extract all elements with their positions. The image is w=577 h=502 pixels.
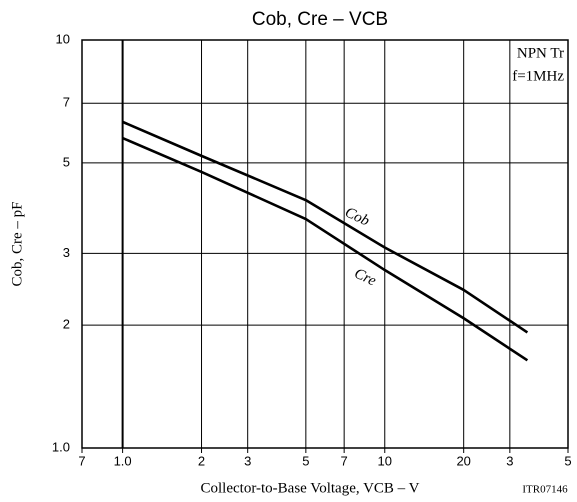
x-tick-label: 5 [302,453,309,468]
y-tick-label: 2 [63,317,70,332]
chart-title: Cob, Cre – VCB [252,9,388,30]
x-tick-label: 2 [198,453,205,468]
x-tick-label: 10 [378,453,392,468]
y-axis-label: Cob, Cre – pF [9,201,25,286]
line-series [122,120,529,334]
y-tick-label: 1.0 [52,439,70,454]
x-tick-label: 1.0 [114,453,132,468]
y-tick-label: 3 [63,245,70,260]
x-tick-label: 5 [564,453,571,468]
x-axis-label: Collector-to-Base Voltage, VCB – V [201,480,420,496]
annotation: NPN Tr [517,45,564,61]
annotation: f=1MHz [512,68,564,84]
x-tick-label: 20 [456,453,470,468]
annotation: ITR07146 [522,484,568,496]
line-series [122,136,529,362]
series-label: Cre [352,266,379,290]
x-tick-label: 7 [78,453,85,468]
y-tick-label: 5 [63,154,70,169]
x-tick-label: 3 [244,453,251,468]
x-tick-label: 3 [506,453,513,468]
y-tick-label: 7 [63,95,70,110]
y-tick-label: 10 [56,31,70,46]
plot-frame [81,39,569,449]
x-tick-label: 7 [341,453,348,468]
